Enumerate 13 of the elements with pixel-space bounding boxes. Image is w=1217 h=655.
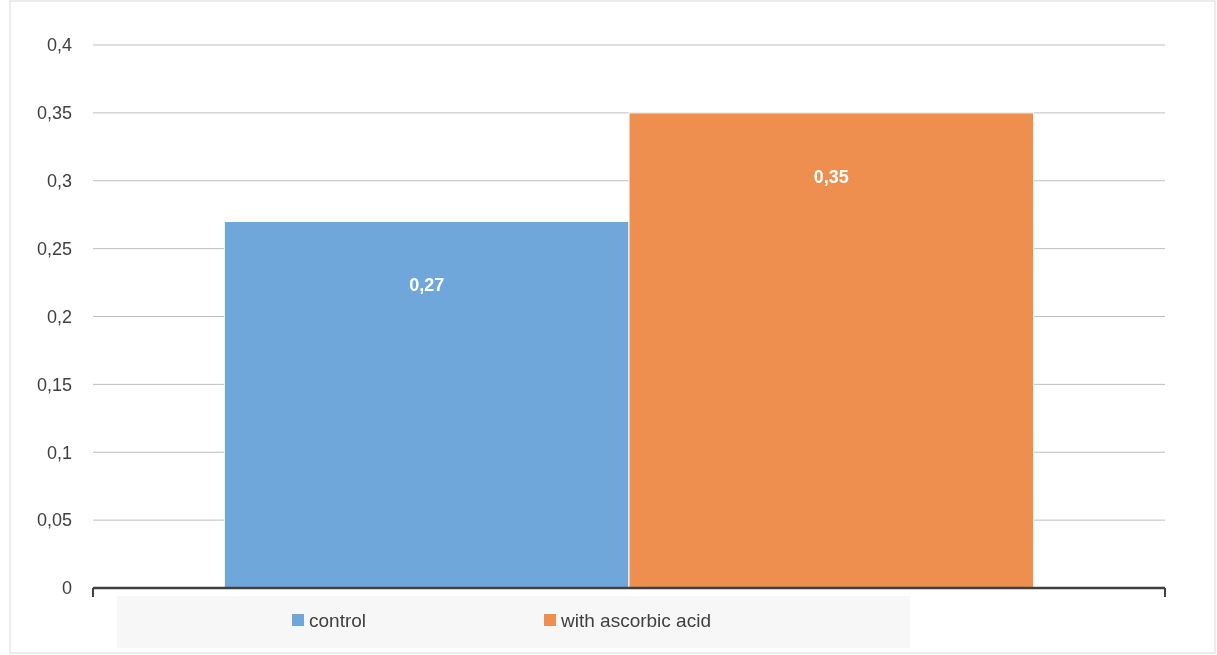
legend-label: control xyxy=(309,609,367,631)
data-label: 0,35 xyxy=(813,166,849,187)
y-tick-label: 0,05 xyxy=(36,510,72,531)
legend-label: with ascorbic acid xyxy=(560,609,711,631)
y-tick-label: 0 xyxy=(61,578,72,599)
y-tick-label: 0,2 xyxy=(46,306,72,327)
y-tick-label: 0,25 xyxy=(36,238,72,259)
y-tick-label: 0,1 xyxy=(46,442,72,463)
data-label: 0,27 xyxy=(409,275,445,296)
y-tick-label: 0,4 xyxy=(46,35,72,56)
y-tick-label: 0,15 xyxy=(36,374,72,395)
y-tick-label: 0,3 xyxy=(46,171,72,192)
y-tick-label: 0,35 xyxy=(36,103,72,124)
